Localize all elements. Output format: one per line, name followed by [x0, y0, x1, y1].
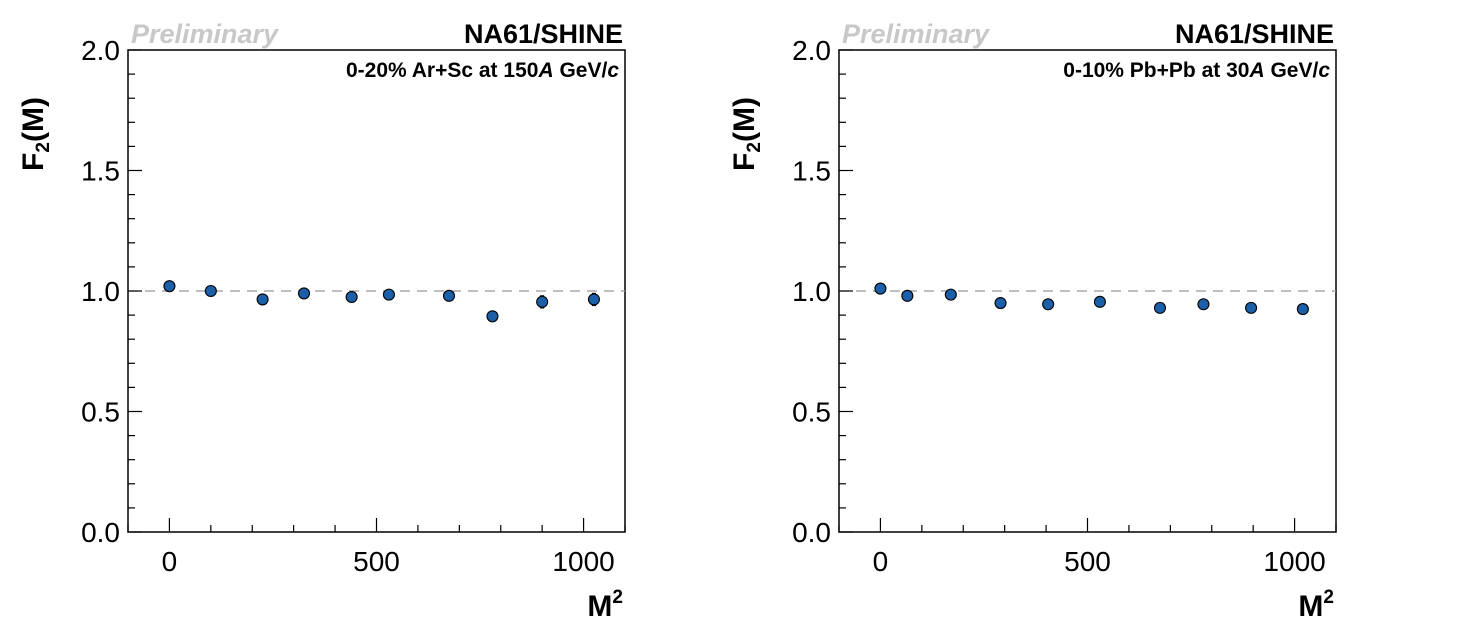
- data-point: [442, 289, 456, 302]
- data-point: [944, 288, 957, 301]
- data-point: [1093, 295, 1106, 308]
- data-point: [204, 284, 217, 298]
- y-tick-label: 2.0: [81, 35, 120, 66]
- data-point: [297, 287, 311, 300]
- data-point: [1042, 298, 1055, 311]
- data-point: [1153, 301, 1167, 314]
- data-point: [874, 282, 887, 295]
- data-point: [1245, 301, 1258, 314]
- y-tick-label: 2.0: [792, 35, 831, 66]
- system-label: 0-10% Pb+Pb at 30A GeV/c: [1063, 59, 1330, 82]
- y-tick-label: 0.0: [81, 517, 120, 548]
- x-axis-label: M2: [1298, 587, 1334, 623]
- x-tick-label: 0: [873, 546, 889, 577]
- preliminary-label: Preliminary: [131, 19, 280, 49]
- x-axis-label: M2: [587, 587, 623, 623]
- collaboration-label: NA61/SHINE: [1175, 19, 1334, 49]
- x-tick-label: 1000: [552, 546, 614, 577]
- y-tick-label: 1.5: [792, 156, 831, 187]
- x-tick-label: 0: [162, 546, 178, 577]
- chart-panel-left: 0.0 0.5 1.0 1.5 2.0 0 500 1000 Preliminary NA61/S…: [17, 19, 626, 623]
- y-tick-label: 1.0: [81, 276, 120, 307]
- y-tick-label: 0.5: [792, 397, 831, 428]
- collaboration-label: NA61/SHINE: [464, 19, 623, 49]
- data-point: [382, 288, 395, 301]
- y-tick-label: 1.5: [81, 156, 120, 187]
- data-point: [486, 310, 499, 323]
- data-point: [994, 296, 1007, 310]
- system-label: 0-20% Ar+Sc at 150A GeV/c: [346, 59, 619, 82]
- y-tick-label: 1.0: [792, 276, 831, 307]
- y-axis-label: F2(M): [17, 97, 54, 171]
- data-point: [901, 289, 914, 302]
- data-point: [256, 293, 269, 306]
- data-point: [1296, 303, 1309, 316]
- x-tick-label: 1000: [1263, 546, 1325, 577]
- data-point: [345, 290, 358, 304]
- x-tick-label: 500: [1064, 546, 1111, 577]
- x-tick-label: 500: [353, 546, 400, 577]
- chart-panel-right: 0.0 0.5 1.0 1.5 2.0 0 500 1000 Preliminary NA61/S…: [728, 19, 1337, 623]
- data-point: [1197, 298, 1210, 311]
- data-point: [163, 280, 176, 293]
- y-tick-label: 0.0: [792, 517, 831, 548]
- data-point: [587, 293, 600, 306]
- y-axis-label: F2(M): [728, 97, 765, 171]
- data-point: [536, 295, 549, 308]
- preliminary-label: Preliminary: [842, 19, 991, 49]
- y-tick-label: 0.5: [81, 397, 120, 428]
